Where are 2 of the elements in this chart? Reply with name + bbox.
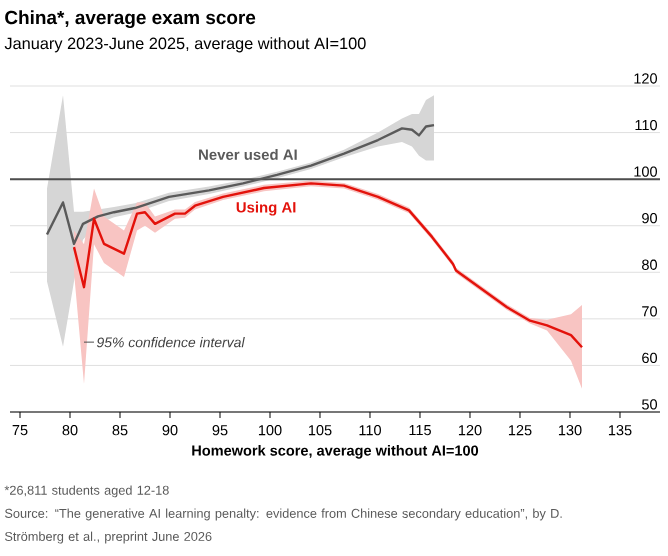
chart-title: China*, average exam score — [5, 10, 256, 28]
chart-subtitle: January 2023-June 2025, average without AI=100 — [4, 37, 366, 53]
